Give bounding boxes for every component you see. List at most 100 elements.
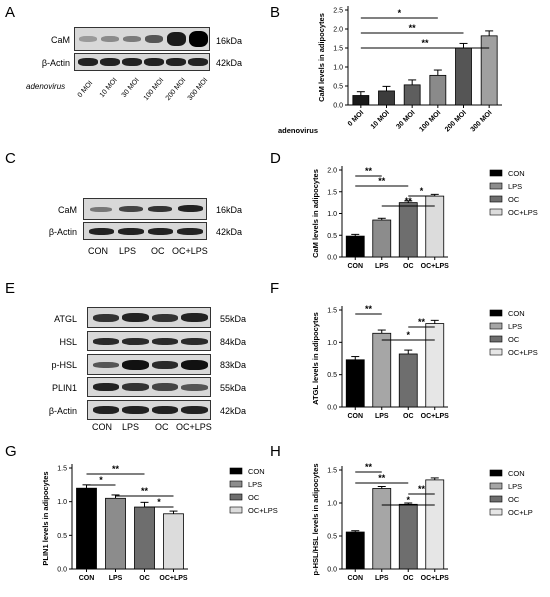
x-tick-label: OC — [403, 413, 414, 420]
x-tick-label: OC+LPS — [159, 575, 188, 582]
blot-a-row-label-actin: β-Actin — [41, 58, 70, 68]
panel-letter-e: E — [5, 280, 16, 297]
x-tick-label: 200 MOI — [444, 109, 468, 133]
bar — [352, 95, 370, 106]
panel-letter-b: B — [270, 4, 281, 21]
blot-a-lane-label: 10 MOI — [98, 76, 119, 99]
bar — [372, 219, 392, 258]
legend-label: LPS — [508, 322, 522, 331]
significance-label: * — [398, 8, 402, 18]
y-tick-label: 1.0 — [327, 211, 337, 218]
significance-label: ** — [378, 473, 386, 483]
legend-label: CON — [248, 467, 265, 476]
y-axis-label: ATGL levels in adipocytes — [311, 312, 320, 405]
blot-e-strip-hsl — [87, 331, 211, 351]
y-tick-label: 1.0 — [327, 501, 337, 508]
y-axis-label: CaM levels in adipocytes — [317, 13, 326, 102]
x-tick-label: OC — [139, 575, 150, 582]
legend-swatch — [489, 195, 503, 203]
significance-label: ** — [141, 486, 149, 496]
significance-label: ** — [365, 166, 373, 176]
band — [93, 338, 119, 345]
blot-e-row-label-atgl: ATGL — [54, 314, 77, 324]
y-tick-label: 1.0 — [327, 340, 337, 347]
blot-e-strip-plin1 — [87, 377, 211, 397]
band — [152, 314, 178, 322]
y-tick-label: 0.0 — [333, 103, 343, 110]
blot-a-lane-label: 200 MOI — [164, 76, 188, 102]
legend-swatch — [489, 322, 503, 330]
blot-a-kda-cam: 16kDa — [216, 36, 243, 46]
significance-label: * — [157, 497, 161, 507]
legend-label: OC — [508, 495, 520, 504]
y-axis-label: PLIN1 levels in adipocytes — [41, 471, 50, 565]
blot-e-lane-label: LPS — [122, 422, 140, 432]
x-tick-label: CON — [79, 575, 95, 582]
legend-label: LPS — [248, 480, 262, 489]
legend-label: OC — [508, 195, 520, 204]
x-tick-label: OC — [403, 575, 414, 582]
legend-swatch — [489, 495, 503, 503]
blot-e-kda-hsl: 84kDa — [220, 337, 247, 347]
band — [167, 32, 186, 46]
significance-label: ** — [365, 462, 373, 472]
chart-f: 0.0 0.5 1.0 1.5 ATGL levels in adipocytes CON… — [311, 304, 538, 420]
band — [119, 206, 143, 212]
blot-c-lane-label: OC — [151, 246, 165, 256]
blot-a-strip-cam — [74, 27, 210, 51]
band — [122, 58, 142, 66]
bar — [480, 35, 498, 106]
legend-swatch — [489, 309, 503, 317]
band — [178, 205, 203, 212]
legend-swatch — [489, 182, 503, 190]
y-tick-label: 1.5 — [327, 308, 337, 315]
panel-letter-f: F — [270, 280, 280, 297]
band — [122, 360, 149, 370]
legend-swatch — [489, 335, 503, 343]
legend-swatch — [229, 480, 243, 488]
significance-label: ** — [405, 196, 413, 206]
band — [100, 58, 120, 66]
bar — [425, 195, 445, 258]
legend-swatch — [489, 169, 503, 177]
bar — [429, 74, 447, 106]
y-tick-label: 0.0 — [327, 567, 337, 574]
x-tick-label: 10 MOI — [370, 109, 391, 130]
significance-label: ** — [378, 176, 386, 186]
legend-label: CON — [508, 169, 525, 178]
significance-label: * — [420, 186, 424, 196]
blot-e-kda-atgl: 55kDa — [220, 314, 247, 324]
y-tick-label: 1.5 — [327, 189, 337, 196]
bar — [455, 47, 472, 106]
blot-a-lane-label: 0 MOI — [76, 79, 95, 99]
bar — [372, 488, 392, 570]
x-tick-label: CON — [347, 413, 363, 420]
x-tick-label: OC+LPS — [421, 575, 450, 582]
blot-e-kda-p-hsl: 83kDa — [220, 360, 247, 370]
legend-label: LPS — [508, 482, 522, 491]
blot-a-row-label-cam: CaM — [50, 35, 70, 45]
bar — [345, 359, 365, 408]
band — [122, 383, 149, 391]
x-tick-label: 30 MOI — [395, 109, 416, 130]
band — [93, 314, 119, 322]
bar — [105, 497, 126, 570]
legend-swatch — [229, 506, 243, 514]
chart-b: 0.0 0.5 1.0 1.5 2.0 2.5 CaM levels in adipocyt… — [278, 6, 502, 135]
blot-c-lane-label: OC+LPS — [172, 246, 208, 256]
legend-label: OC — [248, 493, 260, 502]
legend-label: OC+LPS — [508, 208, 538, 217]
band — [188, 58, 208, 66]
blot-c-lane-label: LPS — [119, 246, 137, 256]
band — [152, 361, 178, 369]
blot-a-lane-label: 300 MOI — [186, 76, 210, 102]
chart-d: 0.0 0.5 1.0 1.5 2.0 CaM levels in adipocytes C… — [311, 166, 538, 270]
band — [118, 228, 144, 235]
bar — [163, 513, 184, 570]
y-tick-label: 1.5 — [327, 468, 337, 475]
y-tick-label: 2.0 — [333, 27, 343, 34]
x-tick-label: CON — [347, 575, 363, 582]
significance-label: * — [406, 495, 410, 505]
bar — [403, 84, 421, 106]
legend-label: OC+LPS — [248, 506, 278, 515]
